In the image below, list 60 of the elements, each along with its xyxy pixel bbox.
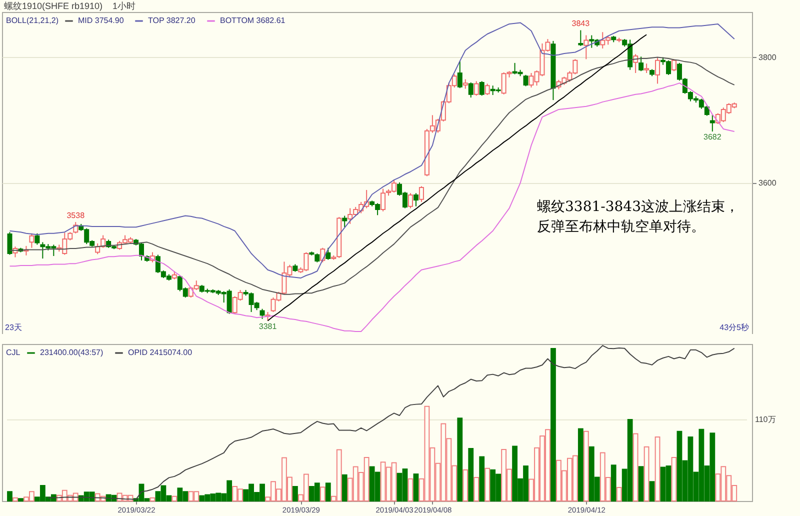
candlestick	[484, 83, 490, 96]
candlestick	[644, 63, 650, 74]
legend-label: MID 3754.90	[78, 16, 124, 25]
annotation: 3381	[258, 322, 278, 331]
bar	[649, 481, 655, 502]
candlestick	[34, 232, 40, 246]
legend-label: BOTTOM 3682.61	[220, 16, 286, 25]
annotation: 43分5秒	[720, 323, 749, 332]
y-tick-label: 3600	[758, 178, 777, 188]
candlestick	[260, 308, 265, 320]
candlestick	[320, 247, 326, 263]
candlestick	[408, 192, 413, 209]
bar	[7, 491, 12, 502]
annotation: 23天	[5, 323, 22, 332]
candlestick	[474, 80, 479, 96]
candlestick	[578, 30, 584, 46]
bar	[325, 482, 331, 502]
candlestick	[29, 232, 34, 248]
legend-label: TOP 3827.20	[148, 16, 196, 25]
candlestick	[326, 247, 331, 260]
bar	[468, 448, 474, 502]
candlestick	[633, 54, 638, 74]
annotation: 3843	[572, 19, 590, 28]
bar	[550, 348, 556, 502]
annotation: 3682	[704, 132, 722, 142]
candlestick	[468, 82, 474, 98]
candlestick	[462, 78, 468, 90]
candlestick	[342, 215, 348, 228]
candlestick	[100, 234, 106, 248]
bar	[479, 456, 485, 502]
candlestick	[710, 114, 715, 132]
candlestick	[638, 56, 644, 72]
candlestick	[413, 192, 418, 207]
candlestick	[479, 80, 484, 96]
candlestick	[584, 34, 589, 60]
annotation: 反弹至布林中轨空单对待。	[537, 219, 705, 235]
bar	[342, 474, 348, 502]
bar	[292, 486, 298, 502]
bar	[638, 466, 644, 502]
annotation: 螺纹3381-3843这波上涨结束，	[537, 199, 739, 215]
candlestick	[655, 57, 660, 84]
candlestick	[457, 60, 462, 89]
bar	[610, 464, 616, 502]
candlestick	[671, 58, 676, 72]
annotation: 3538	[66, 211, 86, 220]
candlestick	[523, 74, 528, 87]
bar	[413, 473, 419, 502]
bar	[578, 428, 584, 502]
y-tick-label: 3800	[758, 52, 777, 62]
candlestick	[418, 186, 424, 202]
legend-title: BOLL(21,21,2)	[6, 16, 59, 25]
bar	[457, 418, 463, 502]
legend-title: CJL	[6, 348, 21, 357]
bar	[18, 498, 24, 502]
chart-title: 螺纹1910(SHFE rb1910)	[4, 1, 103, 11]
ref-line-label: 110万	[755, 414, 776, 424]
chart-subtitle: 1小时	[112, 1, 136, 11]
candlestick	[7, 232, 12, 256]
legend-label: OPID 2415074.00	[128, 348, 193, 357]
legend-label: 231400.00(43:57)	[40, 348, 104, 357]
